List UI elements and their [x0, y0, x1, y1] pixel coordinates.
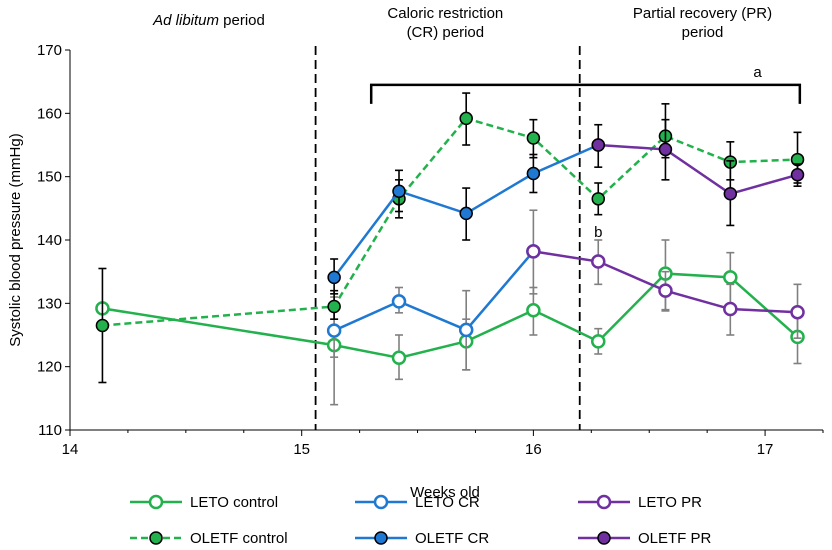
legend-label: LETO CR: [415, 494, 480, 511]
data-point: [326, 323, 342, 338]
data-point: [591, 254, 606, 269]
x-axis-label: Weeks old: [410, 484, 480, 501]
legend-item: OLETF CR: [355, 530, 489, 547]
period-label-line1: Partial recovery (PR): [633, 5, 772, 22]
legend-item: OLETF PR: [578, 530, 712, 547]
series-group: [95, 92, 805, 406]
x-tick-label: 14: [62, 441, 79, 458]
x-tick-label: 17: [757, 441, 774, 458]
data-point: [790, 304, 805, 320]
data-point: [526, 131, 541, 145]
data-point: [526, 166, 541, 181]
legend-item: OLETF control: [130, 530, 288, 547]
legend-marker: [596, 494, 612, 510]
data-point: [459, 206, 473, 221]
y-tick-label: 120: [37, 359, 62, 376]
data-point: [658, 142, 673, 157]
data-point: [458, 322, 474, 338]
data-point: [591, 334, 606, 349]
period-labels: Ad libitum period Caloric restriction (CR)…: [152, 5, 772, 41]
data-point: [658, 283, 673, 298]
period-label-italic: Ad libitum: [152, 12, 219, 29]
legend-item: LETO PR: [578, 494, 702, 511]
legend-label: OLETF control: [190, 530, 288, 547]
x-tick-label: 16: [525, 441, 542, 458]
data-point: [591, 192, 606, 206]
period-label-line1: Caloric restriction: [387, 5, 503, 22]
legend-item: LETO CR: [355, 494, 480, 511]
data-point: [723, 270, 738, 285]
data-point: [391, 294, 407, 309]
x-tick-label: 15: [293, 441, 310, 458]
period-dividers: [314, 46, 581, 430]
legend-marker: [374, 531, 388, 545]
data-point: [526, 244, 541, 259]
legend-marker: [149, 531, 163, 545]
data-point: [459, 111, 473, 126]
series-line: [102, 272, 799, 360]
series-oletf-control: [95, 92, 805, 384]
annotations: ab: [369, 64, 802, 241]
legend-label: LETO control: [190, 494, 278, 511]
y-tick-label: 170: [37, 42, 62, 59]
period-label-rest: period: [219, 12, 265, 29]
legend-label: OLETF CR: [415, 530, 489, 547]
axes: 110 120 130 140 150 160 170 14 15 16 17: [37, 42, 824, 458]
series-line: [333, 250, 535, 332]
label-b: b: [594, 224, 602, 241]
data-point: [95, 318, 110, 333]
legend-label: LETO PR: [638, 494, 702, 511]
period-label: Ad libitum period: [152, 12, 265, 29]
legend-marker: [597, 531, 611, 545]
y-tick-label: 140: [37, 232, 62, 249]
y-tick-label: 110: [38, 422, 62, 439]
legend-item: LETO control: [130, 494, 278, 511]
legend-label: OLETF PR: [638, 530, 712, 547]
data-point: [327, 270, 341, 285]
data-point: [790, 168, 805, 182]
y-tick-label: 160: [37, 105, 62, 122]
series-leto-cr: [326, 209, 541, 371]
legend-marker: [373, 494, 389, 510]
period-label-line2: period: [682, 24, 724, 41]
data-point: [526, 303, 541, 318]
legend-marker: [148, 494, 164, 510]
y-tick-label: 130: [37, 295, 62, 312]
period-label-line2: (CR) period: [407, 24, 485, 41]
bracket-label-a: a: [753, 64, 762, 81]
series-oletf-pr: [591, 103, 805, 227]
series-line: [598, 143, 798, 196]
y-axis-label: Systolic blood pressure (mmHg): [7, 133, 24, 346]
data-point: [327, 299, 341, 314]
data-point: [392, 184, 406, 198]
series-oletf-cr: [327, 123, 606, 295]
significance-bracket: [369, 83, 802, 104]
data-point: [723, 187, 738, 201]
data-point: [391, 350, 407, 366]
series-line: [102, 116, 798, 327]
data-point: [723, 301, 738, 317]
y-tick-label: 150: [37, 169, 62, 186]
data-point: [591, 138, 606, 152]
legend: LETO control LETO CR LETO PR OLETF control O…: [130, 494, 712, 547]
series-leto-pr: [526, 239, 805, 339]
